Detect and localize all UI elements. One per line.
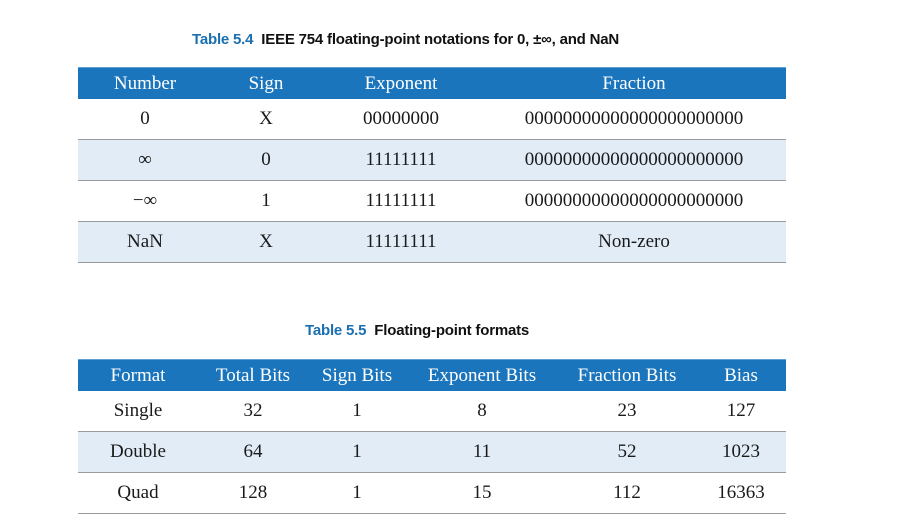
- cell-sign: 0: [212, 139, 320, 181]
- ieee-notations-table: Number Sign Exponent Fraction 0 X 000000…: [78, 67, 786, 263]
- cell-sign-bits: 1: [308, 472, 406, 514]
- cell-number: 0: [78, 99, 212, 140]
- table-5-5-caption: Table 5.5 Floating-point formats: [305, 322, 529, 339]
- header-row: Format Total Bits Sign Bits Exponent Bit…: [78, 359, 786, 391]
- header-row: Number Sign Exponent Fraction: [78, 67, 786, 99]
- cell-fraction: 00000000000000000000000: [482, 180, 786, 222]
- cell-sign: X: [212, 221, 320, 263]
- cell-exponent: 11111111: [320, 221, 482, 263]
- header-number: Number: [78, 67, 212, 99]
- header-bias: Bias: [696, 359, 786, 391]
- cell-number: ∞: [78, 139, 212, 181]
- cell-exponent: 00000000: [320, 99, 482, 140]
- cell-bias: 127: [696, 391, 786, 432]
- header-sign-bits: Sign Bits: [308, 359, 406, 391]
- table-row: 0 X 00000000 00000000000000000000000: [78, 99, 786, 140]
- table-5-4-caption: Table 5.4 IEEE 754 floating-point notatio…: [192, 31, 619, 48]
- table-row: −∞ 1 11111111 00000000000000000000000: [78, 180, 786, 222]
- cell-fraction-bits: 112: [558, 472, 696, 514]
- caption-number: Table 5.4: [192, 31, 254, 48]
- header-exponent: Exponent: [320, 67, 482, 99]
- cell-bias: 16363: [696, 472, 786, 514]
- cell-sign-bits: 1: [308, 431, 406, 473]
- header-format: Format: [78, 359, 198, 391]
- cell-total-bits: 64: [198, 431, 308, 473]
- header-exponent-bits: Exponent Bits: [406, 359, 558, 391]
- cell-fraction: Non-zero: [482, 221, 786, 263]
- table-row: Double 64 1 11 52 1023: [78, 431, 786, 473]
- table-row: Single 32 1 8 23 127: [78, 391, 786, 432]
- caption-title: Floating-point formats: [374, 322, 530, 339]
- cell-number: NaN: [78, 221, 212, 263]
- cell-number: −∞: [78, 180, 212, 222]
- cell-exponent-bits: 8: [406, 391, 558, 432]
- cell-exponent-bits: 11: [406, 431, 558, 473]
- table-row: Quad 128 1 15 112 16363: [78, 472, 786, 514]
- floating-point-formats-table: Format Total Bits Sign Bits Exponent Bit…: [78, 359, 786, 514]
- cell-total-bits: 128: [198, 472, 308, 514]
- cell-exponent: 11111111: [320, 180, 482, 222]
- cell-fraction-bits: 52: [558, 431, 696, 473]
- header-total-bits: Total Bits: [198, 359, 308, 391]
- cell-sign-bits: 1: [308, 391, 406, 432]
- cell-exponent: 11111111: [320, 139, 482, 181]
- cell-fraction: 00000000000000000000000: [482, 139, 786, 181]
- cell-fraction-bits: 23: [558, 391, 696, 432]
- table-row: NaN X 11111111 Non-zero: [78, 221, 786, 263]
- cell-sign: X: [212, 99, 320, 140]
- cell-format: Quad: [78, 472, 198, 514]
- cell-total-bits: 32: [198, 391, 308, 432]
- cell-sign: 1: [212, 180, 320, 222]
- caption-number: Table 5.5: [305, 322, 367, 339]
- cell-fraction: 00000000000000000000000: [482, 99, 786, 140]
- cell-exponent-bits: 15: [406, 472, 558, 514]
- cell-bias: 1023: [696, 431, 786, 473]
- header-sign: Sign: [212, 67, 320, 99]
- table-row: ∞ 0 11111111 00000000000000000000000: [78, 139, 786, 181]
- caption-title: IEEE 754 floating-point notations for 0,…: [261, 31, 620, 48]
- cell-format: Single: [78, 391, 198, 432]
- cell-format: Double: [78, 431, 198, 473]
- header-fraction: Fraction: [482, 67, 786, 99]
- header-fraction-bits: Fraction Bits: [558, 359, 696, 391]
